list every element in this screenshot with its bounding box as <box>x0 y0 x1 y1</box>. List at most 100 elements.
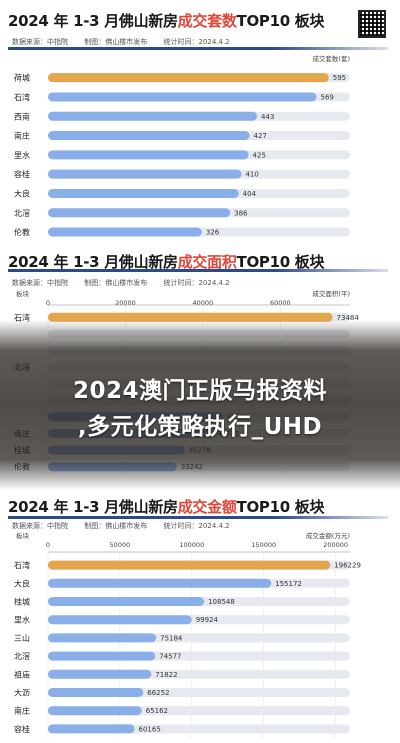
title-highlight: 成交金额 <box>177 498 237 516</box>
category-label: 大良 <box>14 188 30 198</box>
title-prefix: 2024 年 1-3 月佛山新房 <box>8 253 178 271</box>
title-suffix: TOP10 板块 <box>236 498 325 516</box>
panel-title: 2024 年 1-3 月佛山新房成交面积TOP10 板块 <box>8 251 325 272</box>
title-suffix: TOP10 板块 <box>236 12 325 30</box>
data-label: 326 <box>206 229 220 237</box>
category-label: 南庄 <box>14 131 30 141</box>
category-label: 南庄 <box>14 706 30 716</box>
title-rule <box>8 516 388 519</box>
panel-title: 2024 年 1-3 月佛山新房成交金额TOP10 板块 <box>8 496 325 517</box>
title-highlight: 成交面积 <box>177 253 237 271</box>
category-label: 大沥 <box>14 688 30 698</box>
bar <box>48 560 331 570</box>
bar <box>48 92 317 102</box>
data-label: 410 <box>245 171 258 179</box>
data-label: 73484 <box>337 314 360 322</box>
bar <box>48 633 157 643</box>
bar <box>48 188 239 198</box>
data-label: 404 <box>243 190 257 198</box>
value-axis-label: 成交套数(套) <box>312 54 350 63</box>
bar <box>48 111 258 121</box>
source-line: 数据来源：中指院 制图：佛山楼市发布 统计时间：2024.4.2 <box>12 37 244 47</box>
category-label: 石湾 <box>14 312 30 322</box>
category-label: 荷城 <box>14 73 30 83</box>
tick-label: 150000 <box>251 541 276 549</box>
category-label: 石湾 <box>14 92 30 102</box>
source-text: 数据来源：中指院 <box>12 38 68 46</box>
bar <box>48 706 142 716</box>
tick-label: 40000 <box>193 299 214 307</box>
title-rule <box>8 269 388 272</box>
tick-label: 200000 <box>323 541 348 549</box>
bar-chart-units: 成交套数(套) 595 荷城 569 石湾 443 西南 427 南庄 425 里水 410 容桂 404… <box>14 54 350 237</box>
data-label: 71822 <box>155 671 177 679</box>
banner-line-2: ,多元化策略执行_UHD <box>77 414 323 440</box>
qr-code-icon <box>358 10 386 38</box>
category-label: 里水 <box>14 150 30 160</box>
author-text: 制图：佛山楼市发布 <box>84 522 148 530</box>
overlay-banner: 2024澳门正版马报资料 ,多元化策略执行_UHD <box>0 320 400 490</box>
data-label: 425 <box>253 151 266 159</box>
title-prefix: 2024 年 1-3 月佛山新房 <box>8 498 178 516</box>
banner-line-1: 2024澳门正版马报资料 <box>72 378 327 404</box>
tick-label: 0 <box>46 299 50 307</box>
bar <box>48 578 272 588</box>
category-label: 伦教 <box>14 227 30 237</box>
source-line: 数据来源：中指院 制图：佛山楼市发布 统计时间：2024.4.2 <box>12 521 244 531</box>
category-label: 祖庙 <box>14 669 30 679</box>
data-label: 74577 <box>159 653 181 661</box>
source-line: 数据来源：中指院 制图：佛山楼市发布 统计时间：2024.4.2 <box>12 278 244 288</box>
bar <box>48 651 156 661</box>
category-label: 北滘 <box>14 652 30 661</box>
bar <box>48 724 135 734</box>
panel-title: 2024 年 1-3 月佛山新房成交套数TOP10 板块 <box>8 10 325 31</box>
bar <box>48 669 152 679</box>
category-label: 三山 <box>14 633 30 643</box>
tick-label: 20000 <box>115 299 136 307</box>
title-suffix: TOP10 板块 <box>236 253 325 271</box>
data-label: 569 <box>320 93 333 101</box>
data-label: 155172 <box>275 580 302 588</box>
category-label: 容桂 <box>14 169 30 179</box>
title-prefix: 2024 年 1-3 月佛山新房 <box>8 12 178 30</box>
data-label: 443 <box>261 113 274 121</box>
tick-label: 0 <box>46 541 50 549</box>
data-label: 427 <box>253 132 266 140</box>
category-axis-label: 板块 <box>16 289 30 298</box>
bar <box>48 688 144 697</box>
category-label: 容桂 <box>14 724 30 734</box>
category-axis-label: 板块 <box>16 531 30 540</box>
data-label: 60165 <box>139 725 161 733</box>
category-label: 里水 <box>14 615 30 625</box>
data-label: 75184 <box>160 634 183 642</box>
data-label: 65162 <box>146 707 168 715</box>
bar <box>48 312 333 322</box>
data-label: 386 <box>234 209 248 217</box>
date-text: 统计时间：2024.4.2 <box>163 38 230 46</box>
tick-label: 60000 <box>270 299 291 307</box>
author-text: 制图：佛山楼市发布 <box>84 279 148 287</box>
title-highlight: 成交套数 <box>177 12 237 30</box>
data-label: 595 <box>333 74 346 82</box>
bar <box>48 150 249 160</box>
data-label: 108548 <box>208 598 235 606</box>
bar <box>48 131 250 141</box>
bar <box>48 208 231 218</box>
bar <box>48 227 202 237</box>
tick-label: 50000 <box>110 541 131 549</box>
bar <box>48 615 192 625</box>
data-label: 66252 <box>147 689 169 697</box>
category-label: 石湾 <box>14 560 30 570</box>
data-label: 99924 <box>196 616 219 624</box>
date-text: 统计时间：2024.4.2 <box>163 522 230 530</box>
chart-panel-units: 2024 年 1-3 月佛山新房成交套数TOP10 板块 数据来源：中指院 制图… <box>0 0 400 245</box>
bar <box>48 169 242 179</box>
source-text: 数据来源：中指院 <box>12 522 68 530</box>
chart-panel-amount: 2024 年 1-3 月佛山新房成交金额TOP10 板块 数据来源：中指院 制图… <box>0 488 400 743</box>
data-label: 196229 <box>334 562 361 570</box>
title-rule <box>8 47 388 50</box>
tick-label: 100000 <box>179 541 204 549</box>
bar <box>48 597 205 606</box>
date-text: 统计时间：2024.4.2 <box>163 279 230 287</box>
bar-chart-amount: 板块 成交金额(万元) 0 50000 100000 150000 200000 196229… <box>14 531 361 738</box>
